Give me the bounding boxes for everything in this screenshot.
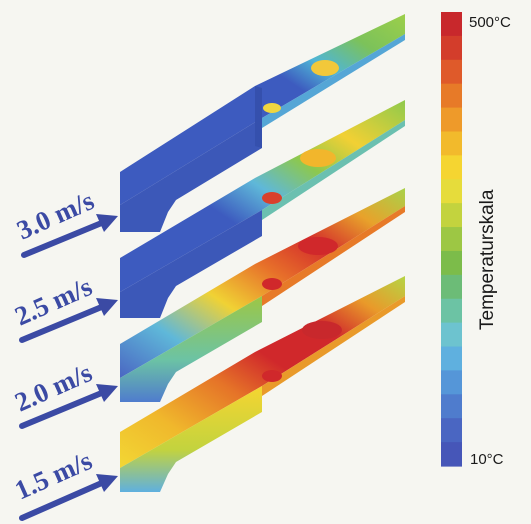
scale-segment <box>441 322 462 348</box>
flow-arrow-2-0 <box>19 384 118 429</box>
scale-segment <box>441 131 462 156</box>
scale-segment <box>441 203 462 228</box>
speed-label-3-0: 3.0 m/s <box>12 185 98 245</box>
scale-segment <box>441 83 462 109</box>
hot-spot <box>302 321 342 339</box>
flow-block-1-5 <box>120 276 405 492</box>
hot-spot-small <box>262 370 282 382</box>
scale-segment <box>441 250 462 276</box>
temperature-scale-bar <box>441 12 462 467</box>
scale-segment <box>441 346 462 372</box>
scale-segment <box>441 107 462 133</box>
scale-segment <box>441 35 462 61</box>
scale-segment <box>441 227 462 252</box>
scale-segment <box>441 179 462 204</box>
block-side-slab <box>255 86 262 148</box>
block-step <box>262 120 405 220</box>
scale-title: Temperaturskala <box>477 189 498 330</box>
speed-label-1-5: 1.5 m/s <box>10 445 96 505</box>
hot-spot-small <box>263 103 281 113</box>
flow-block-2-0 <box>120 188 405 402</box>
scale-max-label: 500°C <box>469 14 511 31</box>
scale-segment <box>441 442 462 467</box>
scale-segment <box>441 370 462 395</box>
flow-block-3-0 <box>120 14 405 232</box>
hot-spot <box>311 60 339 76</box>
scale-min-label: 10°C <box>470 451 504 468</box>
block-step <box>262 296 405 396</box>
scale-segment <box>441 59 462 85</box>
scale-segment <box>441 394 462 419</box>
hot-spot <box>298 237 338 255</box>
flow-arrow-1-5 <box>19 474 118 521</box>
scale-segment <box>441 418 462 443</box>
speed-label-2-5: 2.5 m/s <box>10 271 96 331</box>
block-front-face <box>120 210 262 318</box>
hot-spot-small <box>262 192 282 204</box>
block-top-surface <box>120 14 405 205</box>
block-front-face <box>120 386 262 492</box>
flow-arrow-2-5 <box>19 298 118 343</box>
block-front-face <box>120 296 262 402</box>
scale-segment <box>441 12 462 37</box>
speed-label-2-0: 2.0 m/s <box>10 357 96 417</box>
hot-spot <box>300 149 336 167</box>
flow-arrow-3-0 <box>21 214 118 258</box>
block-step <box>262 206 405 306</box>
scale-segment <box>441 274 462 300</box>
block-step <box>262 34 405 128</box>
scale-segment <box>441 155 462 180</box>
block-front-face <box>120 118 262 232</box>
block-top-surface <box>120 100 405 292</box>
hot-spot-small <box>262 278 282 290</box>
scale-segment <box>441 298 462 324</box>
flow-block-2-5 <box>120 100 405 318</box>
